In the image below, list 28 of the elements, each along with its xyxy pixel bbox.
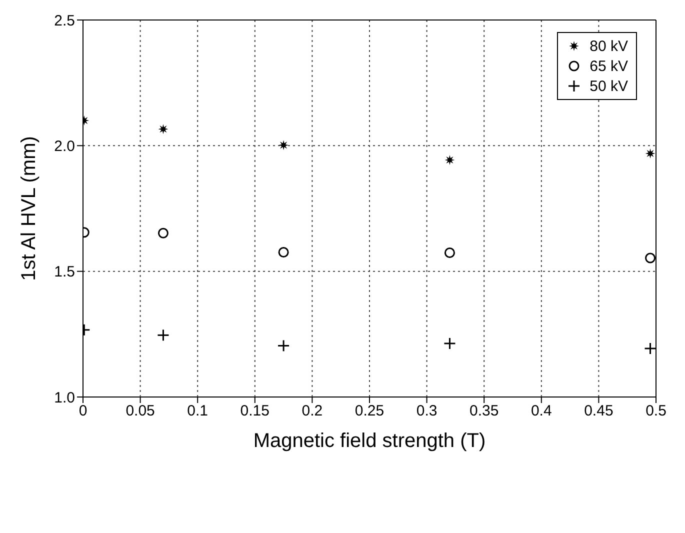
- y-tick-label: 2.0: [54, 138, 75, 155]
- x-tick-label: 0.4: [530, 402, 552, 420]
- point: [645, 252, 656, 264]
- legend-label: 65 kV: [590, 58, 628, 74]
- x-tick-label: 0.2: [302, 402, 323, 420]
- x-tick-label: 0.25: [354, 402, 384, 420]
- legend-label: 50 kV: [590, 78, 628, 94]
- x-tick-label: 0.15: [240, 402, 270, 420]
- point: [278, 246, 289, 258]
- x-tick-label: 0.5: [646, 402, 666, 420]
- y-tick-label: 2.5: [54, 12, 75, 30]
- y-tick-label: 1.5: [54, 264, 75, 281]
- point: [158, 228, 168, 238]
- x-tick-label: 0: [78, 402, 88, 420]
- x-axis-title: Magnetic field strength (T): [253, 430, 486, 452]
- point: [444, 154, 455, 165]
- x-tick-label: 0.35: [470, 402, 499, 420]
- y-tick-label: 1.0: [54, 389, 75, 406]
- point: [645, 148, 656, 158]
- x-tick-label: 0.05: [126, 402, 155, 420]
- x-tick-label: 0.3: [416, 402, 438, 420]
- x-tick-label: 0.1: [187, 402, 208, 420]
- y-axis-title: 1st Al HVL (mm): [18, 136, 40, 281]
- x-tick-label: 0.45: [584, 402, 614, 420]
- point: [444, 247, 455, 258]
- point: [278, 140, 289, 150]
- point: [158, 124, 168, 134]
- legend-label: 80 kV: [590, 38, 628, 54]
